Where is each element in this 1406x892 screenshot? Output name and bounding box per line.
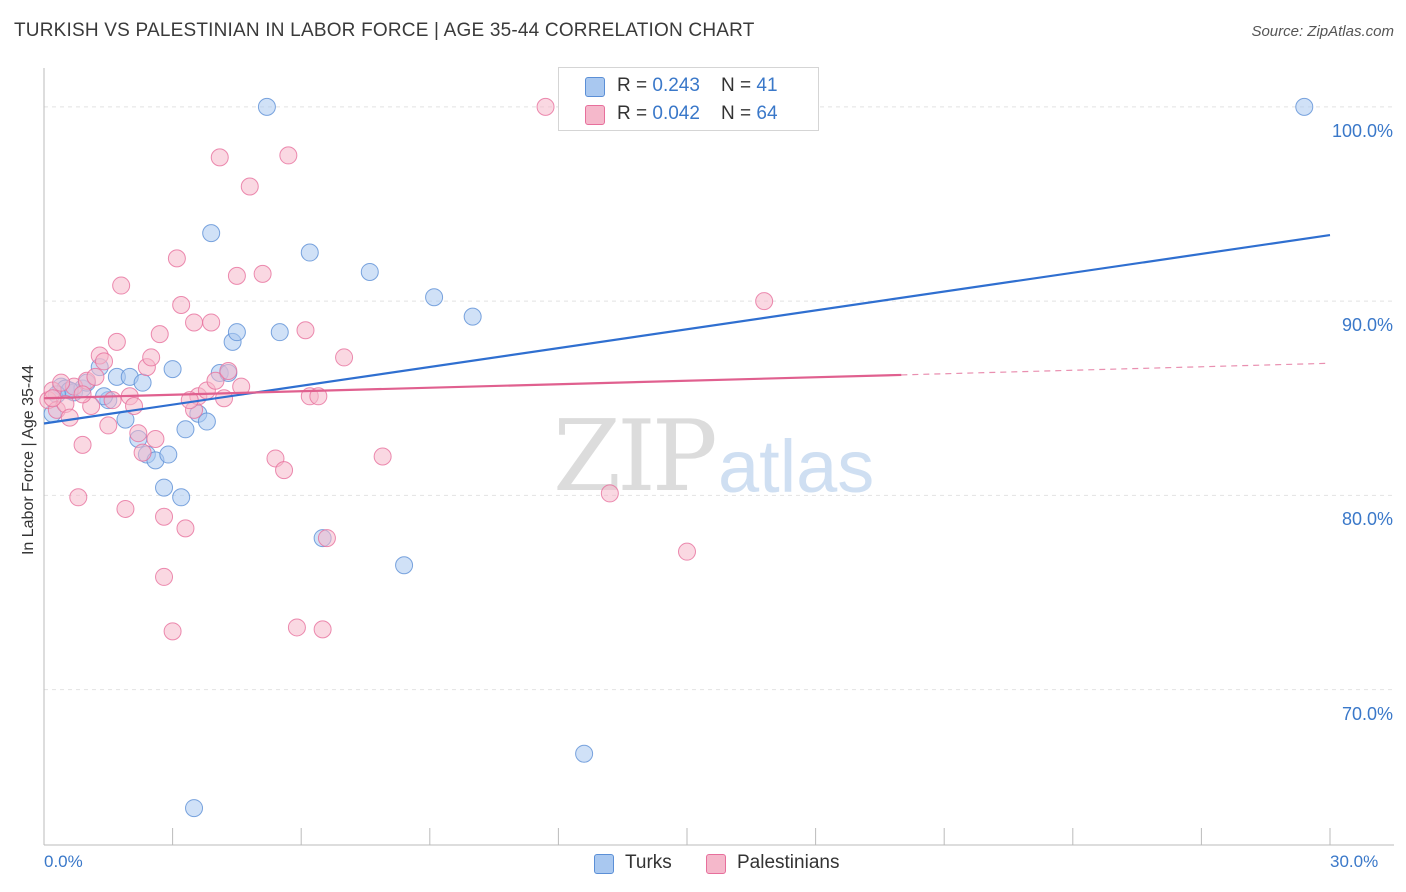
data-point-palestinians [146,430,165,449]
correlation-legend: R = 0.243 N = 41 R = 0.042 N = 64 [558,67,819,131]
data-point-palestinians [206,371,225,390]
data-point-turks [133,373,152,392]
data-point-palestinians [133,443,152,462]
data-point-palestinians [678,542,696,561]
data-point-turks [1295,97,1314,116]
data-point-turks [197,412,216,431]
data-point-turks [155,478,174,497]
data-point-turks [300,243,319,262]
data-point-palestinians [60,408,79,427]
data-point-palestinians [210,148,229,167]
legend-swatch-turks [585,77,605,97]
x-tick-min: 0.0% [44,852,83,871]
data-point-turks [227,323,246,342]
data-point-turks [159,445,178,464]
data-point-palestinians [155,507,174,526]
legend-swatch-palestinians [585,105,605,125]
y-tick-label: 100.0% [1331,120,1393,141]
data-point-turks [395,556,414,575]
data-point-turks [575,744,594,763]
data-point-palestinians [240,177,259,196]
data-point-palestinians [317,529,336,548]
data-point-palestinians [253,264,272,283]
x-tick-max: 30.0% [1330,852,1379,871]
data-point-palestinians [536,97,555,116]
legend-r-value-palestinians: 0.042 [652,103,700,124]
data-point-palestinians [142,348,161,367]
data-point-palestinians [112,276,131,295]
data-point-palestinians [287,618,306,637]
data-point-palestinians [176,519,195,538]
axes [43,68,1394,846]
data-point-palestinians [275,461,294,480]
data-point-palestinians [116,499,135,518]
data-point-palestinians [296,321,315,340]
data-point-palestinians [172,295,191,314]
data-point-palestinians [86,367,105,386]
trend-lines [43,233,1331,425]
data-point-palestinians [167,249,186,268]
y-tick-label: 90.0% [1341,315,1393,336]
data-point-turks [425,288,444,307]
data-point-palestinians [107,332,126,351]
data-point-palestinians [99,416,118,435]
data-point-turks [257,97,276,116]
data-point-palestinians [755,292,774,311]
data-point-palestinians [185,313,204,332]
data-point-palestinians [103,391,122,410]
data-point-palestinians [279,146,298,165]
data-point-turks [176,420,195,439]
series-turks-points [43,97,1314,818]
data-point-palestinians [155,567,174,586]
data-point-turks [360,262,379,281]
data-point-palestinians [313,620,332,639]
data-point-palestinians [309,387,328,406]
trend-line-palestinians-extension [901,362,1331,376]
data-point-turks [270,323,289,342]
data-point-palestinians [219,362,238,381]
data-point-palestinians [52,373,71,392]
watermark-atlas: atlas [718,425,875,508]
trend-line-palestinians [43,373,902,400]
data-point-palestinians [69,488,88,507]
data-point-palestinians [373,447,392,466]
chart-source: Source: ZipAtlas.com [1251,23,1394,40]
data-point-palestinians [335,348,354,367]
data-point-palestinians [227,266,246,285]
data-point-palestinians [150,325,169,344]
data-point-palestinians [202,313,221,332]
series-palestinians-points [39,97,774,641]
data-point-palestinians [163,622,182,641]
legend-n-label: N = [721,103,757,124]
y-tick-label: 70.0% [1341,703,1393,724]
y-tick-label: 80.0% [1341,509,1393,530]
data-point-turks [463,307,482,326]
data-point-palestinians [600,484,619,503]
bottom-legend-label-turks: Turks [625,852,672,873]
legend-r-label: R = [617,75,653,96]
data-point-palestinians [95,352,114,371]
data-point-turks [172,488,191,507]
legend-n-value-turks: 41 [756,75,778,96]
data-point-palestinians [73,385,92,404]
bottom-legend-swatch-turks [594,854,614,874]
data-point-turks [163,360,182,379]
data-point-palestinians [73,435,92,454]
legend-r-label: R = [617,103,653,124]
bottom-legend-label-palestinians: Palestinians [737,852,840,873]
legend-n-label: N = [721,75,757,96]
data-point-turks [202,224,221,243]
data-point-turks [185,799,204,818]
legend-n-value-palestinians: 64 [756,103,778,124]
data-point-palestinians [129,424,148,443]
legend-r-value-turks: 0.243 [652,75,700,96]
chart-title: TURKISH VS PALESTINIAN IN LABOR FORCE | … [14,20,755,41]
bottom-legend-swatch-palestinians [706,854,726,874]
